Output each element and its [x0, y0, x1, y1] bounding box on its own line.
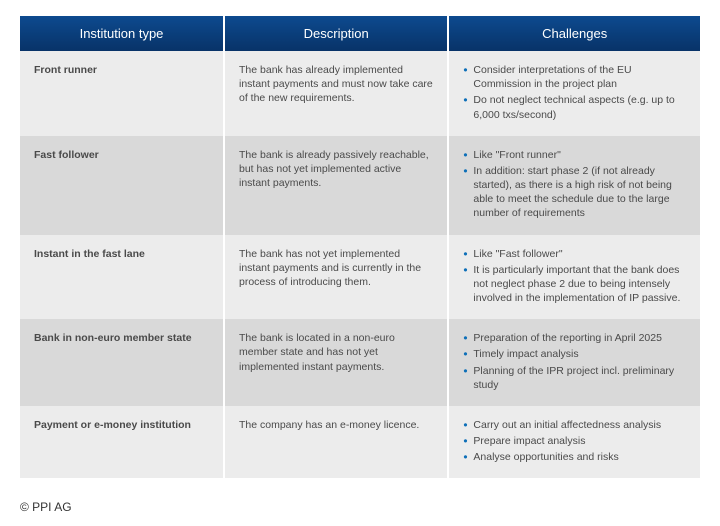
- challenge-item: Planning of the IPR project incl. prelim…: [463, 364, 686, 392]
- challenge-item: Do not neglect technical aspects (e.g. u…: [463, 93, 686, 121]
- cell-challenges: Like "Front runner" In addition: start ph…: [448, 136, 700, 235]
- col-header-challenges: Challenges: [448, 16, 700, 51]
- table-body: Front runnerThe bank has already impleme…: [20, 51, 700, 478]
- col-header-description: Description: [224, 16, 448, 51]
- table-header-row: Institution type Description Challenges: [20, 16, 700, 51]
- cell-description: The bank is located in a non-euro member…: [224, 319, 448, 406]
- challenges-list: Preparation of the reporting in April 20…: [463, 331, 686, 392]
- table-row: Instant in the fast laneThe bank has not…: [20, 235, 700, 320]
- challenge-item: Analyse opportunities and risks: [463, 450, 686, 464]
- cell-institution-type: Instant in the fast lane: [20, 235, 224, 320]
- challenge-item: Carry out an initial affectedness analys…: [463, 418, 686, 432]
- cell-description: The bank is already passively reachable,…: [224, 136, 448, 235]
- cell-challenges: Consider interpretations of the EU Commi…: [448, 51, 700, 136]
- challenge-item: Preparation of the reporting in April 20…: [463, 331, 686, 345]
- challenge-item: Consider interpretations of the EU Commi…: [463, 63, 686, 91]
- table-row: Payment or e-money institutionThe compan…: [20, 406, 700, 479]
- cell-institution-type: Bank in non-euro member state: [20, 319, 224, 406]
- challenges-list: Like "Front runner" In addition: start ph…: [463, 148, 686, 221]
- challenges-list: Consider interpretations of the EU Commi…: [463, 63, 686, 122]
- table-row: Front runnerThe bank has already impleme…: [20, 51, 700, 136]
- challenge-item: Like "Front runner": [463, 148, 686, 162]
- cell-institution-type: Payment or e-money institution: [20, 406, 224, 479]
- cell-description: The bank has already implemented instant…: [224, 51, 448, 136]
- cell-challenges: Like "Fast follower" It is particularly i…: [448, 235, 700, 320]
- institution-table: Institution type Description Challenges …: [20, 16, 700, 478]
- challenge-item: In addition: start phase 2 (if not alrea…: [463, 164, 686, 221]
- challenges-list: Carry out an initial affectedness analys…: [463, 418, 686, 465]
- cell-description: The bank has not yet implemented instant…: [224, 235, 448, 320]
- challenge-item: Like "Fast follower": [463, 247, 686, 261]
- challenge-item: Prepare impact analysis: [463, 434, 686, 448]
- challenge-item: Timely impact analysis: [463, 347, 686, 361]
- challenges-list: Like "Fast follower" It is particularly i…: [463, 247, 686, 306]
- copyright-text: © PPI AG: [20, 500, 72, 514]
- table-row: Bank in non-euro member stateThe bank is…: [20, 319, 700, 406]
- challenge-item: It is particularly important that the ba…: [463, 263, 686, 306]
- cell-challenges: Carry out an initial affectedness analys…: [448, 406, 700, 479]
- cell-institution-type: Front runner: [20, 51, 224, 136]
- cell-challenges: Preparation of the reporting in April 20…: [448, 319, 700, 406]
- cell-institution-type: Fast follower: [20, 136, 224, 235]
- col-header-type: Institution type: [20, 16, 224, 51]
- cell-description: The company has an e-money licence.: [224, 406, 448, 479]
- table-row: Fast followerThe bank is already passive…: [20, 136, 700, 235]
